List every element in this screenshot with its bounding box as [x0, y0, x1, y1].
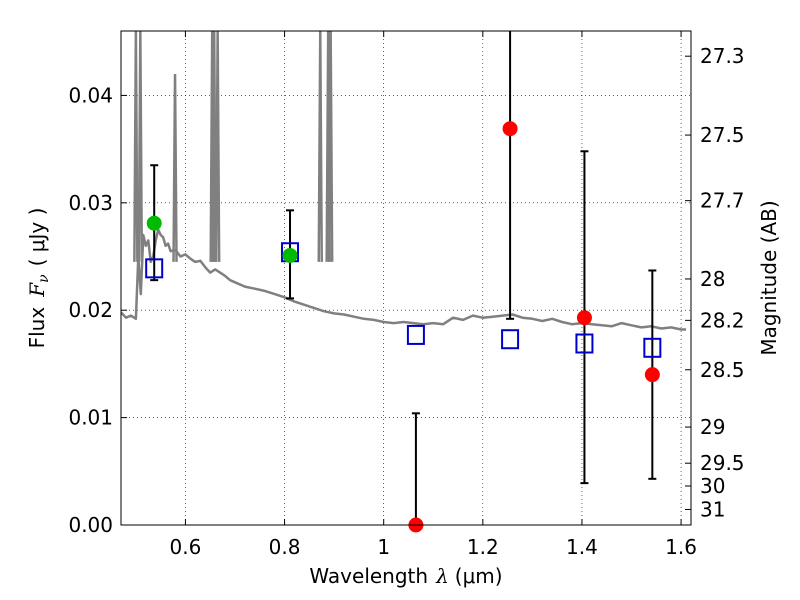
plot-area: [121, 31, 686, 331]
axes: 0.6 0.8 1 1.2 1.4 1.6 0.00 0.01 0.02 0.03 0.04 27.3…: [68, 31, 745, 559]
x-tick-label: 1.2: [467, 535, 499, 559]
emission-line: [317, 31, 324, 262]
mag-tick-label: 29: [700, 415, 725, 439]
x-tick-label: 1.4: [566, 535, 598, 559]
model-spectrum-line: [121, 228, 686, 331]
mag-tick-label: 27.3: [700, 44, 745, 68]
mag-tick-label: 28: [700, 267, 725, 291]
y-axis-label: FluxFν( μJy ): [25, 208, 52, 349]
y-tick-label: 0.02: [68, 298, 113, 322]
x-tick-label: 0.6: [170, 535, 202, 559]
emission-line: [214, 31, 221, 262]
grid: [121, 31, 691, 526]
synthetic-square: [501, 329, 520, 350]
magnitude-axis-label: Magnitude (AB): [757, 200, 781, 355]
observed-green-point: [146, 215, 162, 231]
mag-tick-label: 27.7: [700, 189, 745, 213]
synthetic-square: [145, 258, 164, 279]
y-tick-label: 0.00: [68, 513, 113, 537]
mag-tick-label: 31: [700, 497, 725, 521]
synthetic-square: [406, 324, 425, 345]
mag-tick-label: 28.5: [700, 358, 745, 382]
synthetic-square: [643, 337, 662, 358]
mag-tick-label: 30: [700, 474, 725, 498]
mag-tick-label: 27.5: [700, 123, 745, 147]
plot-frame: [120, 30, 692, 526]
synthetic-square: [575, 333, 594, 354]
x-tick-label: 1.6: [665, 535, 697, 559]
marker-layer: [145, 31, 662, 533]
observed-red-point: [576, 310, 592, 326]
observed-red-point: [644, 367, 660, 383]
x-axis-label: Wavelength λ (μm): [309, 564, 502, 588]
y-tick-label: 0.03: [68, 191, 113, 215]
emission-line: [137, 31, 144, 262]
mag-tick-label: 28.2: [700, 308, 745, 332]
emission-line: [327, 31, 334, 262]
emission-line: [133, 31, 139, 262]
x-tick-label: 0.8: [269, 535, 301, 559]
observed-green-point: [282, 247, 298, 263]
emission-line: [211, 31, 217, 262]
observed-red-point: [502, 121, 518, 137]
mag-tick-label: 29.5: [700, 451, 745, 475]
y-tick-label: 0.01: [68, 406, 113, 430]
emission-line: [172, 73, 178, 262]
y-tick-label: 0.04: [68, 83, 113, 107]
x-tick-label: 1: [377, 535, 390, 559]
